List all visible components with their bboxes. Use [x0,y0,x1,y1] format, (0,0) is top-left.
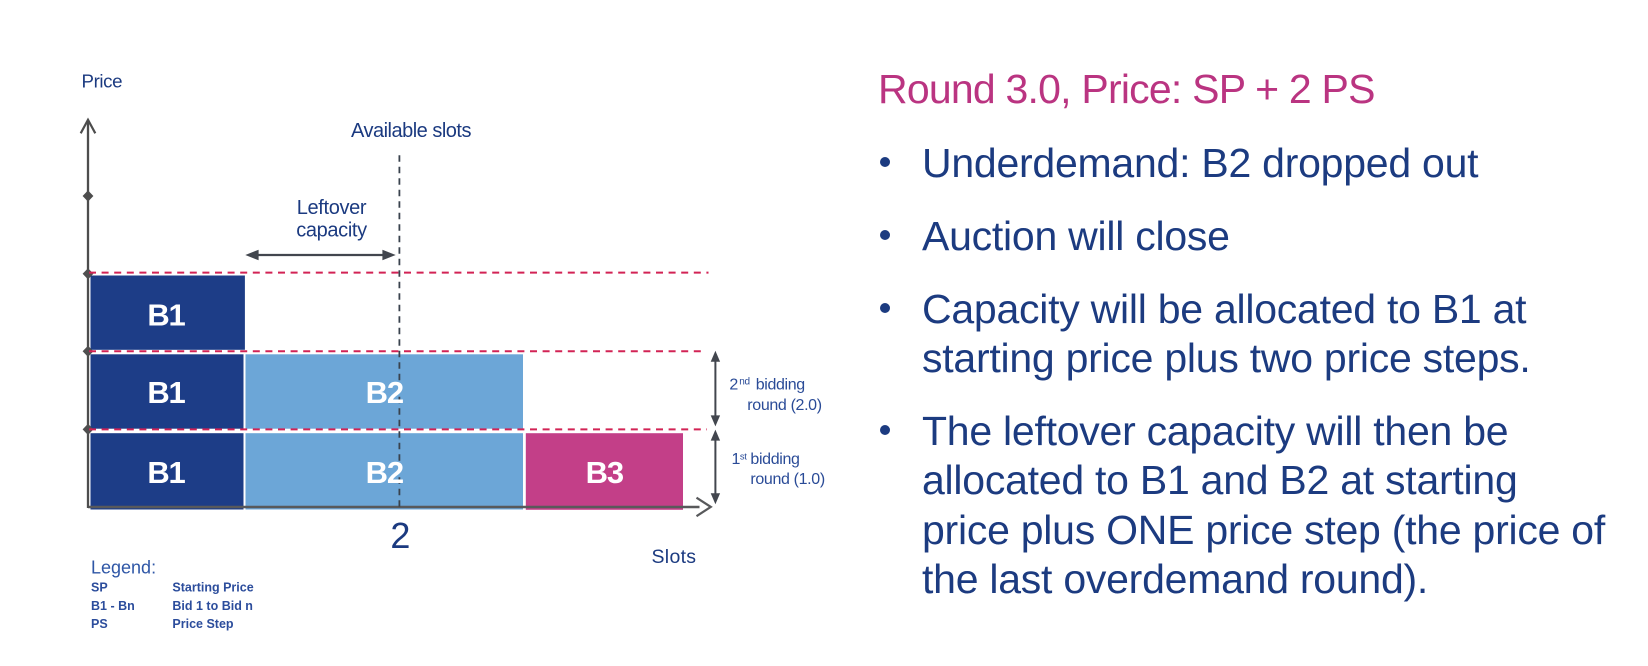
svg-text:1: 1 [732,451,741,468]
svg-text:Price Step: Price Step [172,617,234,631]
svg-text:B2: B2 [366,375,403,410]
svg-text:B3: B3 [586,455,624,490]
svg-text:capacity: capacity [296,220,367,242]
svg-text:Bid 1 to Bid n: Bid 1 to Bid n [172,599,253,613]
svg-text:B2: B2 [366,455,403,490]
svg-text:Starting Price: Starting Price [172,581,253,595]
svg-text:B1 - Bn: B1 - Bn [91,599,135,613]
svg-text:2: 2 [390,515,410,556]
svg-text:round (1.0): round (1.0) [750,471,824,488]
svg-text:Available slots: Available slots [351,120,471,142]
svg-text:Leftover: Leftover [297,197,367,219]
svg-text:st: st [740,451,747,462]
svg-text:Legend:: Legend: [91,557,156,577]
svg-text:bidding: bidding [756,376,805,393]
svg-text:2: 2 [729,376,738,393]
svg-text:B1: B1 [147,298,185,333]
svg-text:bidding: bidding [750,451,799,468]
svg-text:Slots: Slots [652,546,697,568]
svg-text:Price: Price [82,71,123,92]
svg-text:B1: B1 [147,375,185,410]
svg-text:PS: PS [91,617,108,631]
svg-text:B1: B1 [147,455,185,490]
svg-text:round (2.0): round (2.0) [747,397,821,414]
svg-text:nd: nd [739,377,749,388]
svg-text:SP: SP [91,581,108,595]
